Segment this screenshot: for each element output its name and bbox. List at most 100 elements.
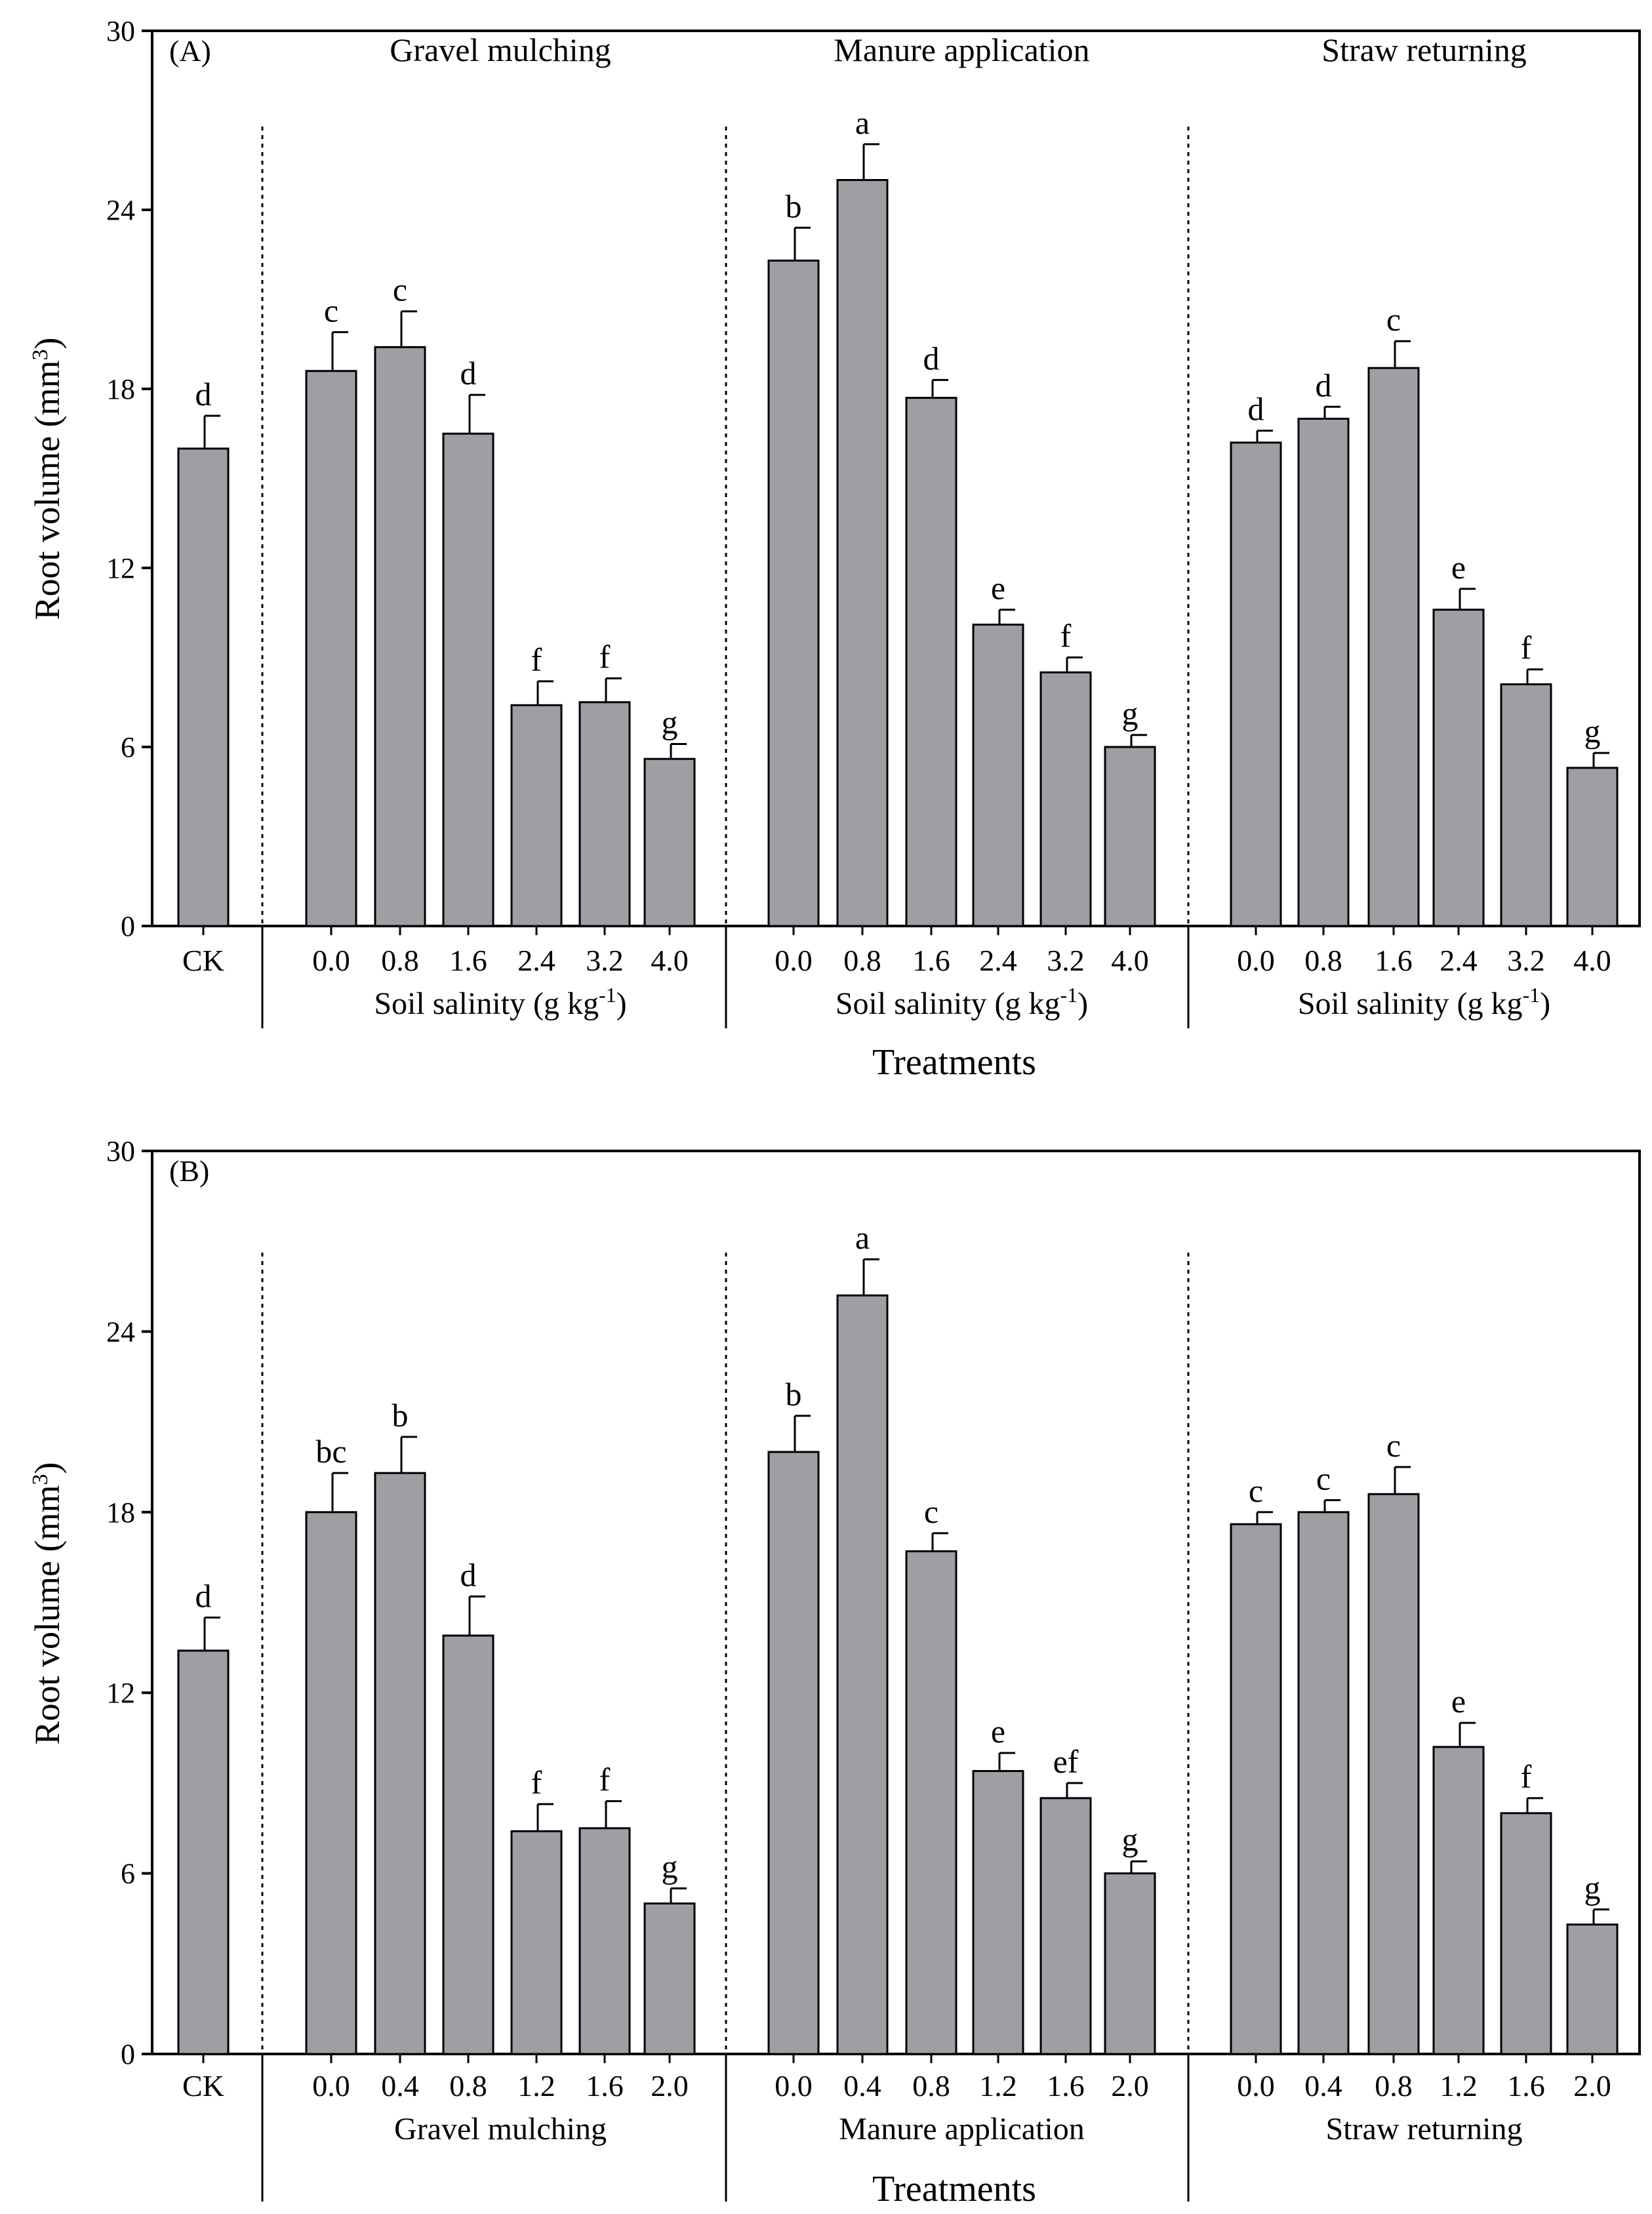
- bar: [643, 757, 696, 927]
- significance-letter: e: [991, 570, 1005, 607]
- significance-letter: f: [531, 1764, 542, 1801]
- x-tick-label: 0.0: [1237, 944, 1275, 977]
- x-axis-label: Treatments: [872, 1042, 1036, 1083]
- significance-letter: g: [1122, 1821, 1138, 1858]
- x-tick-label: 0.4: [1304, 2069, 1342, 2103]
- significance-letter: b: [392, 1397, 409, 1434]
- y-tick-label: 24: [106, 1316, 135, 1348]
- significance-letter: bc: [315, 1433, 346, 1470]
- bar: [510, 1830, 563, 2055]
- group-axis-label: Soil salinity (g kg-1): [836, 983, 1088, 1021]
- bar: [177, 447, 230, 927]
- significance-letter: d: [460, 1556, 477, 1593]
- bar: [972, 623, 1024, 927]
- y-axis-label: Root volume (mm3): [28, 1462, 67, 1745]
- bar: [1297, 418, 1350, 927]
- significance-letter: f: [1521, 1758, 1532, 1795]
- bar: [1432, 609, 1485, 927]
- x-tick-label: 0.8: [912, 2069, 950, 2103]
- significance-letter: b: [786, 188, 802, 224]
- bar: [1566, 1923, 1619, 2055]
- significance-letter: a: [855, 104, 870, 141]
- bar: [767, 259, 820, 927]
- y-tick-label: 0: [121, 910, 135, 942]
- bar: [442, 432, 494, 927]
- x-tick-label: 2.4: [517, 944, 555, 977]
- x-tick-label: 2.0: [1111, 2069, 1149, 2103]
- x-tick-label: 1.6: [586, 2069, 624, 2103]
- significance-letter: d: [195, 1577, 212, 1614]
- x-tick-label: 1.6: [1375, 944, 1413, 977]
- significance-letter: ef: [1053, 1743, 1079, 1780]
- x-tick-label: 1.6: [912, 944, 950, 977]
- significance-letter: c: [1386, 1427, 1401, 1464]
- group-axis-label: Straw returning: [1326, 2112, 1523, 2146]
- significance-letter: c: [924, 1493, 938, 1530]
- bar: [1566, 767, 1619, 927]
- x-tick-label: CK: [182, 2069, 224, 2103]
- group-axis-label: Gravel mulching: [394, 2112, 607, 2146]
- x-tick-label: 0.0: [312, 944, 350, 977]
- group-title: Gravel mulching: [390, 31, 611, 68]
- x-tick-label: 1.2: [979, 2069, 1017, 2103]
- x-tick-label: 0.0: [1237, 2069, 1275, 2103]
- bar: [305, 1511, 357, 2055]
- x-tick-label: 0.0: [775, 944, 813, 977]
- bar: [510, 704, 563, 927]
- x-tick-label: CK: [182, 944, 224, 977]
- x-tick-label: 0.8: [381, 944, 419, 977]
- x-axis-label: Treatments: [872, 2169, 1036, 2209]
- significance-letter: g: [662, 704, 678, 740]
- x-tick-label: 1.6: [449, 944, 487, 977]
- x-tick-label: 1.6: [1507, 2069, 1545, 2103]
- y-tick-label: 12: [106, 552, 135, 584]
- y-tick-label: 12: [106, 1677, 135, 1709]
- significance-letter: g: [1122, 695, 1138, 732]
- x-tick-label: 0.8: [449, 2069, 487, 2103]
- x-tick-label: 1.2: [1440, 2069, 1478, 2103]
- significance-letter: e: [1451, 549, 1466, 586]
- bar: [1500, 1812, 1552, 2055]
- group-title: Straw returning: [1321, 31, 1526, 68]
- significance-letter: c: [324, 292, 338, 329]
- plot-frame: [151, 30, 1641, 927]
- plot-frame: [151, 1150, 1641, 2055]
- significance-letter: f: [599, 1761, 611, 1798]
- significance-letter: d: [923, 340, 940, 376]
- significance-letter: g: [662, 1849, 678, 1885]
- significance-letter: e: [991, 1713, 1005, 1750]
- bar: [578, 701, 631, 927]
- bar: [1500, 683, 1552, 927]
- group-axis-label: Soil salinity (g kg-1): [374, 983, 626, 1021]
- significance-letter: f: [1521, 630, 1532, 666]
- bar: [1104, 746, 1156, 927]
- bar: [1104, 1872, 1156, 2055]
- y-tick-label: 6: [121, 1858, 135, 1890]
- y-tick-label: 30: [106, 1135, 135, 1167]
- bar: [836, 1294, 889, 2055]
- y-tick-label: 6: [121, 731, 135, 763]
- x-tick-label: 0.4: [843, 2069, 881, 2103]
- panel-label: (B): [169, 1154, 209, 1188]
- group-title: Manure application: [834, 31, 1089, 68]
- bar: [442, 1634, 494, 2055]
- x-tick-label: 1.6: [1047, 2069, 1085, 2103]
- bar: [1367, 367, 1420, 927]
- panel-label: (A): [169, 34, 211, 68]
- x-tick-label: 2.0: [651, 2069, 689, 2103]
- y-tick-label: 18: [106, 373, 135, 405]
- chart-panel-a: 0 6 12 18 24 30 Root volume (mm3) (A) d CK c 0.0 c 0.…: [28, 15, 1641, 1083]
- x-tick-label: 2.0: [1573, 2069, 1611, 2103]
- significance-letter: f: [599, 638, 611, 675]
- y-axis-label: Root volume (mm3): [28, 338, 67, 620]
- bar: [643, 1902, 696, 2055]
- x-tick-label: 0.0: [775, 2069, 813, 2103]
- x-tick-label: 2.4: [979, 944, 1017, 977]
- x-tick-label: 0.0: [312, 2069, 350, 2103]
- x-tick-label: 4.0: [651, 944, 689, 977]
- significance-letter: g: [1584, 713, 1601, 750]
- x-tick-label: 3.2: [1047, 944, 1085, 977]
- significance-letter: d: [195, 376, 212, 413]
